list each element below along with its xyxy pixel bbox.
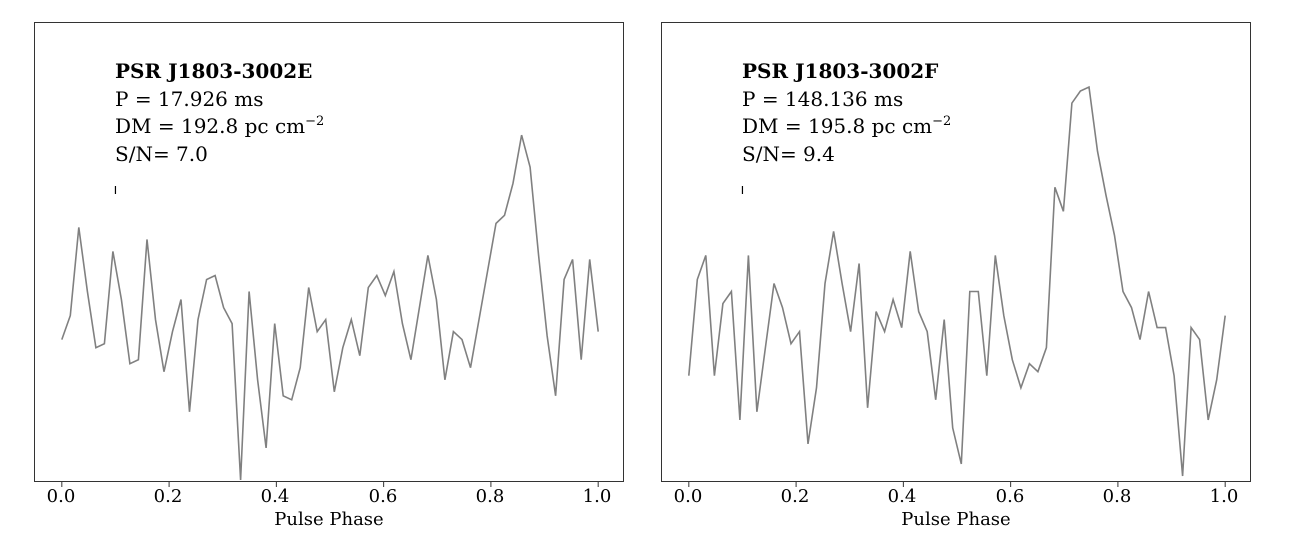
x-tick-label: 0.8	[1102, 486, 1132, 507]
period-label: P = 17.926 ms	[115, 86, 264, 111]
x-tick-label: 0.0	[46, 486, 76, 507]
x-tick-label: 0.2	[153, 486, 183, 507]
x-tick-label: 0.0	[673, 486, 703, 507]
pulse-profile-line-f	[688, 85, 1226, 487]
plot-area	[661, 22, 1251, 487]
dm-label: DM = 195.8 pc cm−2	[742, 114, 952, 138]
snr-label: S/N= 9.4	[742, 141, 835, 166]
x-tick-label: 0.6	[368, 486, 398, 507]
x-tick-label: 1.0	[582, 486, 612, 507]
x-tick-label: 0.2	[780, 486, 810, 507]
pulsar-name: PSR J1803-3002E	[115, 59, 313, 83]
pulsar-name: PSR J1803-3002F	[742, 59, 939, 83]
pulse-profile-line-e	[61, 134, 599, 487]
plot-area	[34, 22, 624, 487]
x-tick-label: 0.4	[260, 486, 290, 507]
period-label: P = 148.136 ms	[742, 86, 904, 111]
x-tick-label: 1.0	[1209, 486, 1239, 507]
x-tick-label: 0.4	[887, 486, 917, 507]
x-tick-label: 0.8	[475, 486, 505, 507]
x-axis-label: Pulse Phase	[274, 509, 384, 530]
snr-label: S/N= 7.0	[115, 141, 208, 166]
pulsar-info: PSR J1803-3002E P = 17.926 ms DM = 192.8…	[115, 58, 324, 168]
dm-label: DM = 192.8 pc cm−2	[115, 114, 325, 138]
pulsar-info: PSR J1803-3002F P = 148.136 ms DM = 195.…	[742, 58, 951, 168]
x-tick-label: 0.6	[995, 486, 1025, 507]
profile-panel-f: PSR J1803-3002F P = 148.136 ms DM = 195.…	[627, 0, 1276, 547]
x-axis-label: Pulse Phase	[901, 509, 1011, 530]
profile-panel-e: PSR J1803-3002E P = 17.926 ms DM = 192.8…	[34, 22, 624, 530]
